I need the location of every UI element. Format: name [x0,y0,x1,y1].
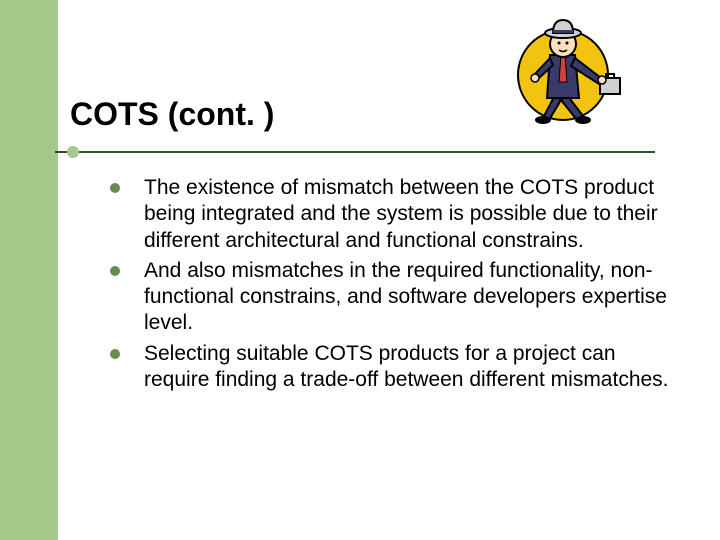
bullet-marker-icon [110,183,120,193]
left-accent-bar [0,0,58,540]
bullet-marker-icon [110,266,120,276]
divider-dot [67,146,79,158]
bullet-marker-icon [110,349,120,359]
title-divider [55,150,655,154]
businessman-walking-icon [505,10,625,130]
bullet-list: The existence of mismatch between the CO… [110,175,670,397]
bullet-text: And also mismatches in the required func… [144,258,670,337]
list-item: The existence of mismatch between the CO… [110,175,670,254]
list-item: Selecting suitable COTS products for a p… [110,341,670,394]
bullet-text: The existence of mismatch between the CO… [144,175,670,254]
slide-title: COTS (cont. ) [70,96,274,133]
bullet-text: Selecting suitable COTS products for a p… [144,341,670,394]
list-item: And also mismatches in the required func… [110,258,670,337]
